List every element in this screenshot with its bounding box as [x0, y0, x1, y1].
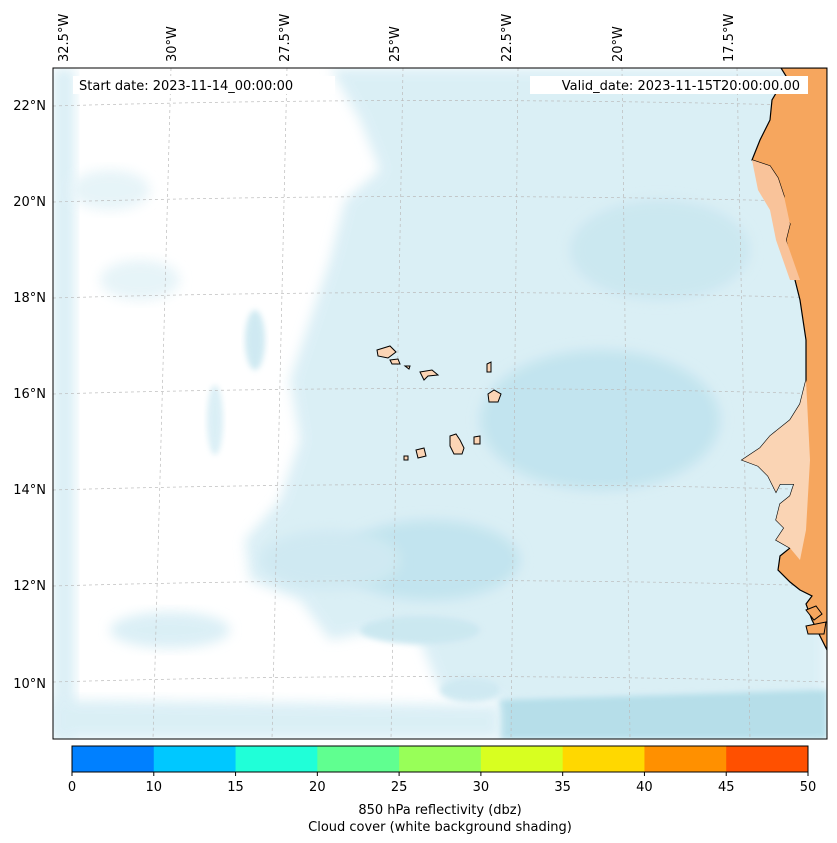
latitude-label: 22°N — [13, 99, 46, 114]
valid-date-box — [530, 76, 808, 94]
reflectivity-colorbar: 0 10 15 20 25 30 35 40 45 50 — [68, 746, 816, 795]
colorbar-tick-label: 35 — [554, 780, 571, 795]
colorbar-tick-label: 0 — [68, 780, 76, 795]
valid-date-label: Valid_date: 2023-11-15T20:00:00.00 — [562, 79, 800, 94]
colorbar-bin — [399, 746, 482, 772]
longitude-label: 30°W — [165, 26, 180, 62]
graticule — [53, 68, 827, 739]
colorbar-bin — [480, 746, 564, 772]
colorbar-tick-label: 45 — [718, 780, 735, 795]
longitude-labels: 32.5°W 30°W 27.5°W 25°W 22.5°W 20°W 17.5°W — [57, 14, 737, 62]
colorbar-frame — [71, 745, 809, 773]
island-santo-antao — [376, 345, 397, 359]
island-brava — [403, 455, 409, 461]
colorbar-bin — [644, 746, 727, 772]
longitude-label: 20°W — [611, 26, 626, 62]
colorbar-tick-label: 10 — [146, 780, 163, 795]
colorbar-bin — [235, 746, 318, 772]
longitude-label: 32.5°W — [57, 14, 72, 62]
latitude-label: 10°N — [13, 677, 46, 692]
cloud-cover-shading — [53, 68, 827, 739]
colorbar-label: 850 hPa reflectivity (dbz) — [358, 803, 521, 818]
island-fogo — [415, 447, 427, 459]
colorbar-tick-label: 15 — [227, 780, 244, 795]
island-maio — [473, 435, 481, 445]
island-sal — [486, 361, 492, 373]
colorbar-bin — [153, 746, 237, 772]
cloud-cover-note: Cloud cover (white background shading) — [308, 820, 572, 835]
colorbar-bin — [726, 746, 809, 772]
island-boa-vista — [487, 389, 502, 403]
longitude-label: 17.5°W — [722, 14, 737, 62]
colorbar-tick-label: 30 — [473, 780, 490, 795]
colorbar-tick-label: 20 — [309, 780, 326, 795]
longitude-label: 25°W — [388, 26, 403, 62]
latitude-label: 20°N — [13, 195, 46, 210]
colorbar-bin — [72, 746, 155, 772]
island-santa-luzia — [403, 365, 411, 370]
latitude-label: 14°N — [13, 483, 46, 498]
island-santiago — [449, 433, 465, 455]
longitude-label: 22.5°W — [500, 14, 515, 62]
colorbar-tick-label: 25 — [391, 780, 408, 795]
start-date-box — [73, 76, 335, 94]
colorbar-bin — [562, 746, 645, 772]
longitude-label: 27.5°W — [278, 14, 293, 62]
latitude-label: 12°N — [13, 579, 46, 594]
island-sao-vicente — [389, 358, 401, 365]
start-date-label: Start date: 2023-11-14_00:00:00 — [79, 79, 293, 94]
african-coast-landmass — [740, 68, 827, 651]
cape-verde-islands — [376, 345, 502, 461]
latitude-label: 16°N — [13, 387, 46, 402]
latitude-label: 18°N — [13, 291, 46, 306]
map-frame — [52, 67, 828, 740]
latitude-labels: 22°N 20°N 18°N 16°N 14°N 12°N 10°N — [13, 99, 46, 692]
colorbar-tick-label: 40 — [636, 780, 653, 795]
island-sao-nicolau — [419, 369, 440, 381]
colorbar-bin — [317, 746, 400, 772]
colorbar-tick-label: 50 — [800, 780, 817, 795]
map-panel: Start date: 2023-11-14_00:00:00 Valid_da… — [53, 68, 827, 739]
